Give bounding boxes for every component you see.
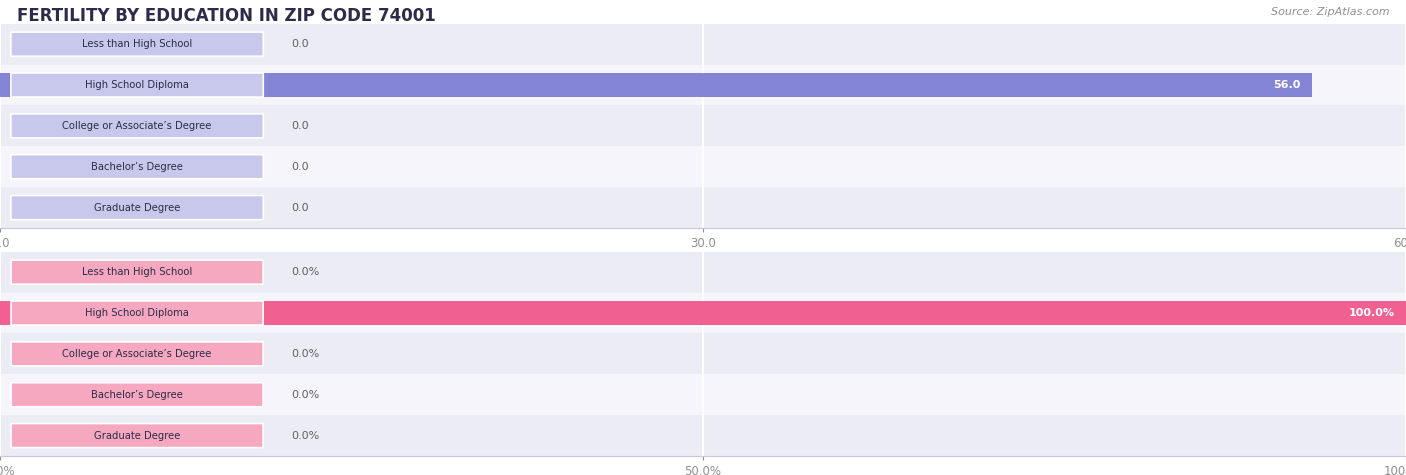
Bar xyxy=(0,187,1406,228)
Text: College or Associate’s Degree: College or Associate’s Degree xyxy=(62,349,212,359)
Text: High School Diploma: High School Diploma xyxy=(86,308,188,318)
Text: Graduate Degree: Graduate Degree xyxy=(94,430,180,441)
FancyBboxPatch shape xyxy=(11,260,263,284)
Bar xyxy=(0,146,1406,187)
Text: Graduate Degree: Graduate Degree xyxy=(94,202,180,213)
Bar xyxy=(0,65,1406,105)
Text: Bachelor’s Degree: Bachelor’s Degree xyxy=(91,390,183,400)
Text: 0.0: 0.0 xyxy=(291,162,309,172)
FancyBboxPatch shape xyxy=(11,196,263,219)
Text: High School Diploma: High School Diploma xyxy=(86,80,188,90)
FancyBboxPatch shape xyxy=(11,301,263,325)
Text: 0.0: 0.0 xyxy=(291,202,309,213)
Bar xyxy=(0,415,1406,456)
Bar xyxy=(0,374,1406,415)
FancyBboxPatch shape xyxy=(11,114,263,138)
FancyBboxPatch shape xyxy=(11,73,263,97)
FancyBboxPatch shape xyxy=(11,155,263,179)
Bar xyxy=(0,24,1406,65)
Text: 100.0%: 100.0% xyxy=(1348,308,1395,318)
Text: 0.0%: 0.0% xyxy=(291,390,319,400)
Bar xyxy=(0,73,1312,97)
Text: Bachelor’s Degree: Bachelor’s Degree xyxy=(91,162,183,172)
Text: 0.0%: 0.0% xyxy=(291,430,319,441)
Text: FERTILITY BY EDUCATION IN ZIP CODE 74001: FERTILITY BY EDUCATION IN ZIP CODE 74001 xyxy=(17,7,436,25)
Bar xyxy=(0,293,1406,333)
FancyBboxPatch shape xyxy=(11,342,263,366)
Bar xyxy=(0,252,1406,293)
Text: College or Associate’s Degree: College or Associate’s Degree xyxy=(62,121,212,131)
Text: 0.0%: 0.0% xyxy=(291,349,319,359)
Bar xyxy=(0,105,1406,146)
Text: Less than High School: Less than High School xyxy=(82,39,193,49)
FancyBboxPatch shape xyxy=(11,383,263,407)
Text: 0.0%: 0.0% xyxy=(291,267,319,277)
Text: 0.0: 0.0 xyxy=(291,121,309,131)
FancyBboxPatch shape xyxy=(11,424,263,447)
FancyBboxPatch shape xyxy=(11,32,263,56)
Text: Source: ZipAtlas.com: Source: ZipAtlas.com xyxy=(1271,7,1389,17)
Text: 56.0: 56.0 xyxy=(1274,80,1301,90)
Bar xyxy=(0,333,1406,374)
Text: Less than High School: Less than High School xyxy=(82,267,193,277)
Bar xyxy=(0,301,1406,325)
Text: 0.0: 0.0 xyxy=(291,39,309,49)
